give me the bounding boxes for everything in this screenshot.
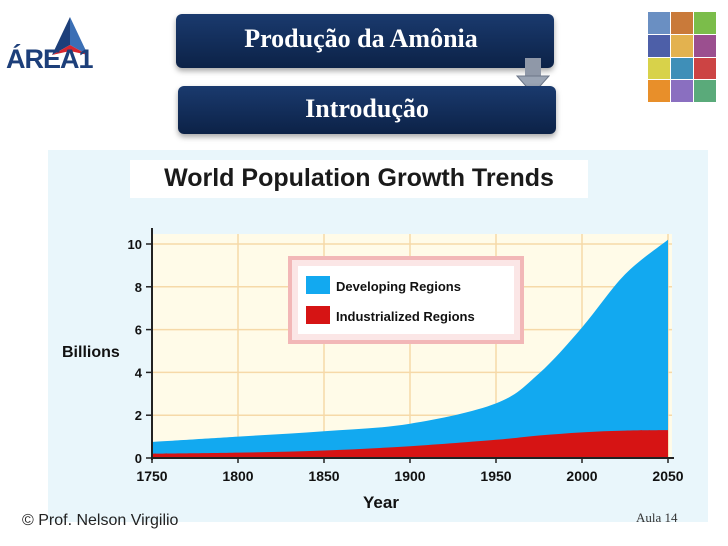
footer-lesson: Aula 14 [636,510,678,525]
subtitle-banner: Introdução [178,86,556,134]
legend-label-industrialized: Industrialized Regions [336,309,475,324]
logo-swoosh [52,45,88,55]
series-area-developing-regions [152,239,668,458]
title-banner: Produção da Amônia [176,14,554,68]
logo-triangle-right [70,17,88,55]
x-tick-label-1750: 1750 [136,468,167,484]
page-subtitle: Introdução [305,94,429,123]
x-tick-label-1800: 1800 [222,468,253,484]
y-axis-label: Billions [62,344,120,361]
legend-swatch-industrialized [306,306,330,324]
x-tick-label-1900: 1900 [394,468,425,484]
logo-text: ÁREA1 [6,44,94,74]
y-tick-label-8: 8 [135,280,142,295]
y-tick-label-0: 0 [135,451,142,466]
x-tick-label-2000: 2000 [566,468,597,484]
chart-title: World Population Growth Trends [164,164,554,192]
y-tick-label-10: 10 [128,237,142,252]
legend-inner [298,266,514,334]
legend-swatch-developing [306,276,330,294]
y-tick-label-2: 2 [135,408,142,423]
x-tick-label-2050: 2050 [652,468,683,484]
x-tick-label-1850: 1850 [308,468,339,484]
x-tick-label-1950: 1950 [480,468,511,484]
page-title: Produção da Amônia [244,24,478,53]
x-axis-label: Year [363,493,399,512]
y-tick-label-6: 6 [135,323,142,338]
footer-author: © Prof. Nelson Virgilio [22,512,179,529]
arrow-down-icon [515,58,551,95]
legend-label-developing: Developing Regions [336,279,461,294]
logo-triangle-left [52,17,70,55]
series-area-industrialized-regions [152,430,668,458]
image-mosaic [648,12,716,102]
chart-title-box [130,160,588,198]
area1-logo [52,17,88,55]
y-tick-label-4: 4 [135,365,143,380]
